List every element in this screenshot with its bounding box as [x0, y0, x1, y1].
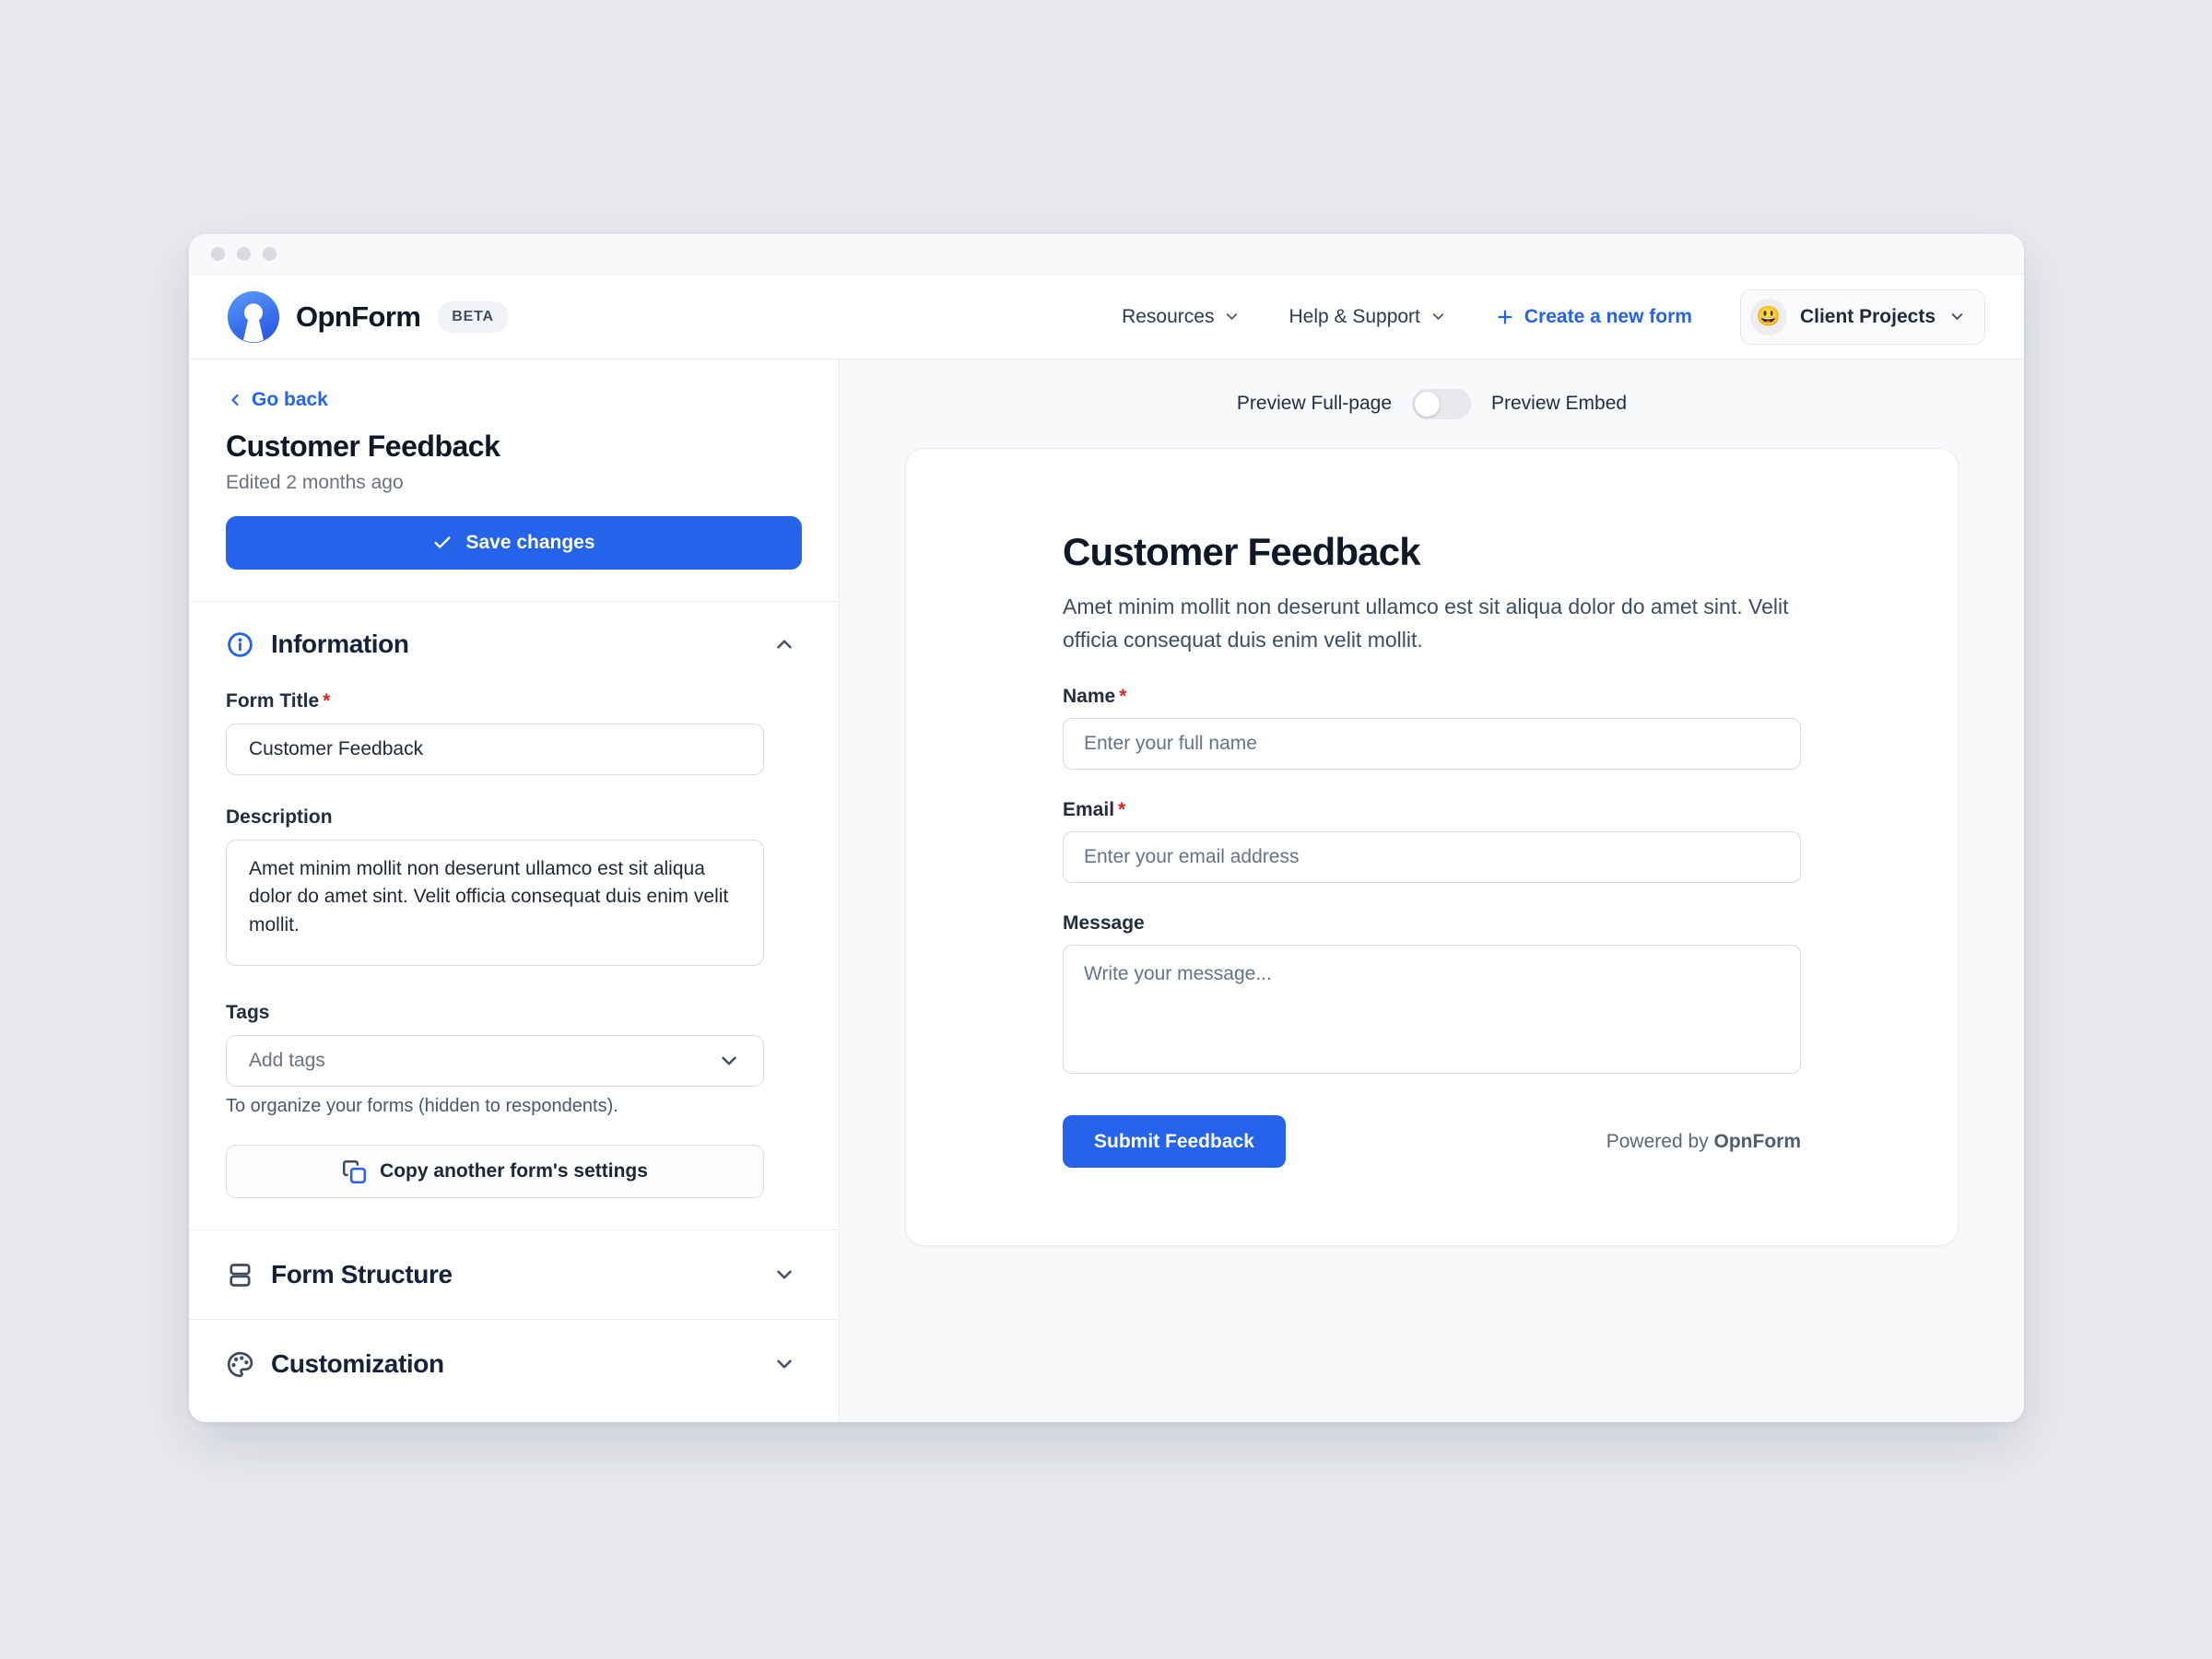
tags-select[interactable]: Add tags — [226, 1035, 764, 1087]
preview-embed-label: Preview Embed — [1491, 393, 1628, 414]
nav-help-label: Help & Support — [1288, 305, 1420, 327]
workspace-name: Client Projects — [1799, 305, 1936, 327]
info-icon — [226, 630, 254, 659]
create-new-form-label: Create a new form — [1524, 305, 1692, 327]
tags-placeholder: Add tags — [249, 1050, 325, 1071]
section-customization-header[interactable]: Customization — [226, 1320, 802, 1408]
powered-by: Powered by OpnForm — [1606, 1131, 1801, 1153]
window-control-minimize[interactable] — [237, 247, 251, 261]
workspace-avatar: 😃 — [1749, 298, 1787, 335]
preview-mode-toggle[interactable] — [1412, 388, 1471, 419]
app-window: OpnForm BETA Resources Help & Support Cr… — [189, 234, 2024, 1422]
chevron-down-icon — [1951, 313, 1963, 320]
plus-icon — [1498, 309, 1512, 324]
main-content: Go back Customer Feedback Edited 2 month… — [189, 359, 2024, 1422]
go-back-link[interactable]: Go back — [226, 389, 802, 411]
description-label: Description — [226, 806, 333, 828]
email-input[interactable] — [1063, 831, 1801, 884]
description-textarea[interactable]: Amet minim mollit non deserunt ullamco e… — [226, 840, 764, 966]
name-label-text: Name — [1063, 686, 1116, 708]
workspace-switcher[interactable]: 😃 Client Projects — [1739, 288, 1985, 345]
form-title-label: Form Title * — [226, 690, 764, 712]
chevron-up-icon[interactable] — [772, 632, 802, 656]
message-label-text: Message — [1063, 912, 1145, 935]
toggle-knob — [1415, 391, 1440, 417]
rows-icon — [226, 1261, 254, 1289]
form-settings-sidebar: Go back Customer Feedback Edited 2 month… — [189, 359, 840, 1422]
create-new-form-button[interactable]: Create a new form — [1495, 306, 1692, 328]
submit-row: Submit Feedback Powered by OpnForm — [1063, 1115, 1801, 1169]
email-label-text: Email — [1063, 799, 1115, 821]
section-form-structure-header[interactable]: Form Structure — [226, 1230, 802, 1319]
check-icon — [434, 536, 451, 548]
copy-form-settings-button[interactable]: Copy another form's settings — [226, 1145, 764, 1198]
submit-feedback-button[interactable]: Submit Feedback — [1063, 1115, 1286, 1169]
preview-form-description: Amet minim mollit non deserunt ullamco e… — [1063, 594, 1789, 652]
copy-form-settings-label: Copy another form's settings — [380, 1160, 648, 1182]
message-textarea[interactable] — [1063, 945, 1801, 1075]
chevron-down-icon — [717, 1049, 741, 1073]
tags-label: Tags — [226, 1002, 270, 1023]
required-asterisk: * — [1118, 799, 1126, 821]
section-information-header[interactable]: Information — [226, 629, 802, 659]
message-field-label: Message — [1063, 912, 1801, 935]
beta-badge: BETA — [437, 300, 509, 333]
email-field-label: Email * — [1063, 799, 1801, 821]
brand[interactable]: OpnForm BETA — [228, 290, 509, 343]
chevron-down-icon[interactable] — [772, 1263, 802, 1287]
section-customization-title: Customization — [271, 1349, 444, 1378]
nav-resources[interactable]: Resources — [1122, 306, 1241, 328]
edited-status: Edited 2 months ago — [226, 472, 404, 493]
copy-icon — [342, 1159, 367, 1184]
divider — [189, 1319, 839, 1320]
opnform-logo-icon — [228, 290, 279, 343]
divider — [189, 601, 839, 602]
section-form-structure-title: Form Structure — [271, 1260, 453, 1288]
section-information-title: Information — [271, 629, 409, 658]
form-title-input[interactable] — [226, 724, 764, 775]
powered-by-brand: OpnForm — [1713, 1130, 1802, 1152]
window-control-close[interactable] — [211, 247, 225, 261]
tags-helper-text: To organize your forms (hidden to respon… — [226, 1096, 618, 1116]
app-header: OpnForm BETA Resources Help & Support Cr… — [189, 275, 2024, 359]
name-input[interactable] — [1063, 718, 1801, 771]
save-changes-label: Save changes — [465, 532, 595, 553]
chevron-left-icon — [231, 394, 239, 406]
chevron-down-icon — [1432, 313, 1444, 320]
form-preview-card: Customer Feedback Amet minim mollit non … — [905, 448, 1959, 1246]
window-title-bar — [189, 234, 2024, 275]
required-asterisk: * — [1119, 686, 1127, 708]
header-nav: Resources Help & Support Create a new fo… — [1122, 288, 1985, 345]
powered-by-prefix: Powered by — [1606, 1130, 1709, 1152]
form-title-label-text: Form Title — [226, 690, 320, 712]
go-back-label: Go back — [252, 389, 328, 410]
nav-resources-label: Resources — [1122, 305, 1215, 327]
palette-icon — [226, 1350, 254, 1379]
preview-fullpage-label: Preview Full-page — [1236, 393, 1392, 414]
preview-form-title: Customer Feedback — [1063, 530, 1421, 573]
form-name-heading: Customer Feedback — [226, 429, 500, 463]
window-control-zoom[interactable] — [263, 247, 276, 261]
nav-help-support[interactable]: Help & Support — [1288, 306, 1446, 328]
name-field-label: Name * — [1063, 686, 1801, 708]
preview-panel: Preview Full-page Preview Embed Customer… — [840, 359, 2024, 1422]
save-changes-button[interactable]: Save changes — [226, 516, 802, 570]
information-fields: Form Title* Description Amet minim molli… — [226, 690, 802, 1198]
chevron-down-icon[interactable] — [772, 1352, 802, 1376]
brand-name: OpnForm — [296, 300, 421, 333]
required-asterisk: * — [323, 690, 331, 712]
chevron-down-icon — [1227, 313, 1238, 320]
preview-mode-row: Preview Full-page Preview Embed — [840, 383, 2024, 424]
